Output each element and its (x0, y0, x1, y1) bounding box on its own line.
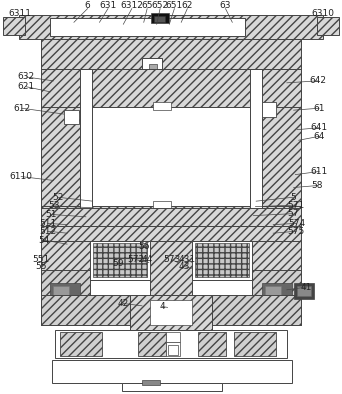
Bar (212, 295, 301, 325)
Bar (153, 102, 171, 110)
Bar (294, 283, 314, 299)
Text: 5: 5 (290, 193, 296, 202)
Text: 6312: 6312 (120, 2, 143, 10)
Bar (41, 270, 90, 325)
Text: 56: 56 (138, 242, 149, 251)
Bar (92, 107, 250, 206)
Text: 572: 572 (128, 255, 145, 264)
Bar (154, 16, 165, 22)
Text: 651: 651 (166, 2, 183, 10)
Bar (41, 69, 80, 233)
Bar (18, 15, 324, 39)
Bar (52, 360, 291, 383)
Text: 41: 41 (301, 282, 312, 292)
Bar (64, 110, 79, 124)
Bar (41, 69, 301, 107)
Bar (41, 226, 301, 241)
Bar (262, 283, 291, 301)
Text: 53: 53 (49, 201, 60, 210)
Bar (3, 17, 25, 35)
Text: 612: 612 (13, 104, 30, 113)
Text: 63: 63 (220, 2, 231, 10)
Bar (61, 332, 102, 356)
Bar (151, 13, 169, 22)
Text: 574: 574 (288, 219, 305, 228)
Bar (192, 241, 252, 280)
Bar (192, 280, 252, 300)
Bar (262, 102, 276, 117)
Bar (234, 332, 276, 356)
Bar (198, 332, 226, 356)
Bar (250, 69, 262, 233)
Bar (150, 300, 192, 325)
Text: 58: 58 (312, 181, 323, 190)
Bar (149, 64, 157, 72)
Text: 6110: 6110 (10, 172, 32, 181)
Text: 621: 621 (18, 82, 35, 91)
Text: 57: 57 (287, 209, 299, 218)
Bar (51, 283, 80, 301)
Text: 6: 6 (85, 2, 90, 10)
Bar (41, 208, 301, 226)
Bar (317, 17, 339, 35)
Text: 511: 511 (39, 219, 56, 228)
Text: 61: 61 (313, 104, 325, 113)
Text: 573: 573 (163, 255, 180, 264)
Bar (41, 206, 301, 233)
Text: 431: 431 (179, 255, 196, 264)
Text: 65: 65 (141, 2, 153, 10)
Text: 641: 641 (311, 123, 328, 132)
Bar (51, 18, 245, 37)
Text: 632: 632 (18, 72, 35, 82)
Text: 6311: 6311 (8, 9, 31, 18)
Bar (252, 270, 301, 325)
Text: 4: 4 (160, 302, 165, 311)
Bar (53, 286, 69, 298)
Bar (195, 243, 249, 277)
Bar (166, 342, 180, 356)
Bar (80, 69, 92, 233)
Text: 62: 62 (182, 2, 193, 10)
Text: 611: 611 (311, 167, 328, 176)
Bar (166, 332, 180, 342)
Text: 575: 575 (288, 227, 305, 236)
Text: 44: 44 (142, 255, 153, 264)
Bar (265, 286, 280, 298)
Bar (122, 383, 222, 391)
Text: 642: 642 (309, 76, 326, 85)
Bar (142, 58, 162, 78)
Text: 51: 51 (45, 210, 57, 219)
Text: 52: 52 (52, 193, 64, 202)
Bar (55, 330, 287, 358)
Bar (90, 280, 150, 300)
Bar (90, 241, 150, 280)
Bar (262, 69, 301, 233)
Bar (93, 243, 147, 277)
Text: 64: 64 (314, 132, 325, 141)
Bar (138, 332, 166, 356)
Text: 551: 551 (32, 255, 50, 264)
Text: 6310: 6310 (311, 9, 334, 18)
Text: 652: 652 (152, 2, 169, 10)
Text: 55: 55 (35, 262, 47, 271)
Text: 59: 59 (113, 259, 124, 268)
Text: 631: 631 (100, 2, 117, 10)
Bar (298, 286, 312, 296)
Text: 512: 512 (39, 227, 56, 236)
Bar (130, 295, 212, 330)
Bar (168, 345, 178, 355)
Text: 54: 54 (39, 236, 50, 245)
Bar (41, 295, 130, 325)
Bar (41, 241, 301, 295)
Text: 42: 42 (118, 299, 129, 308)
Bar (153, 201, 171, 209)
Text: 43: 43 (178, 262, 189, 271)
Text: 571: 571 (288, 201, 305, 210)
Bar (41, 39, 301, 69)
Bar (142, 381, 160, 385)
